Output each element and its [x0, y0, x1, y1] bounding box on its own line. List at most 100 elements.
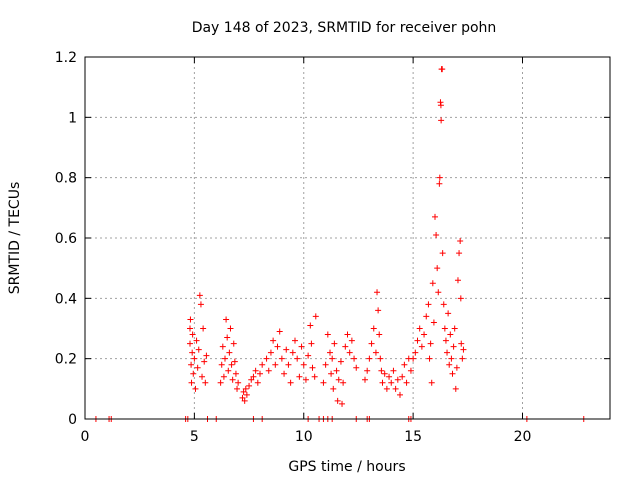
data-point [379, 379, 386, 386]
data-point [230, 340, 237, 347]
data-point [248, 376, 255, 383]
chart-title: Day 148 of 2023, SRMTID for receiver poh… [192, 20, 497, 36]
data-point [202, 379, 209, 386]
data-point [246, 382, 253, 389]
data-point [298, 343, 305, 350]
data-point [372, 349, 379, 356]
data-point [250, 373, 257, 380]
y-tick-label: 1.2 [55, 50, 77, 66]
data-point [196, 292, 203, 299]
data-point [200, 325, 207, 332]
x-axis-label: GPS time / hours [288, 459, 405, 475]
data-point [242, 385, 249, 392]
data-point [426, 355, 433, 362]
data-point [434, 265, 441, 272]
data-point [194, 364, 201, 371]
data-point [188, 379, 195, 386]
data-point [324, 331, 331, 338]
data-points [92, 66, 587, 422]
data-point [418, 343, 425, 350]
data-point [374, 289, 381, 296]
x-tick-label: 0 [81, 429, 90, 445]
data-point [234, 385, 241, 392]
data-point [407, 367, 414, 374]
data-point [394, 376, 401, 383]
data-point [239, 394, 246, 401]
data-point [410, 355, 417, 362]
data-point [449, 370, 456, 377]
data-point [381, 370, 388, 377]
axis-ticks: 0 0.2 0.4 0.6 0.8 1 1.2 0 5 10 15 20 [55, 50, 610, 445]
data-point [333, 367, 340, 374]
data-point [203, 352, 210, 359]
data-point [278, 355, 285, 362]
data-point [322, 361, 329, 368]
data-point [187, 316, 194, 323]
data-point [226, 349, 233, 356]
data-point [300, 361, 307, 368]
data-point [220, 373, 227, 380]
data-point [232, 370, 239, 377]
data-point [189, 349, 196, 356]
data-point [219, 343, 226, 350]
data-point [433, 231, 440, 238]
data-point [339, 400, 346, 407]
data-point [227, 325, 234, 332]
data-point [270, 337, 277, 344]
data-point [337, 358, 344, 365]
data-point [378, 367, 385, 374]
data-point [283, 346, 290, 353]
data-point [217, 379, 224, 386]
data-point [439, 250, 446, 257]
data-point [329, 355, 336, 362]
y-tick-label: 0.2 [55, 352, 77, 368]
data-point [432, 213, 438, 220]
data-point [189, 331, 196, 338]
data-point [412, 349, 419, 356]
data-point [287, 379, 294, 386]
data-point [416, 325, 423, 332]
x-tick-label: 15 [404, 429, 422, 445]
data-point [192, 385, 199, 392]
data-point [254, 379, 261, 386]
data-point [445, 310, 452, 317]
data-point [459, 355, 466, 362]
data-point [302, 376, 309, 383]
data-point [425, 301, 432, 308]
data-point [276, 328, 283, 335]
data-point [229, 376, 236, 383]
data-point [450, 343, 457, 350]
data-point [309, 364, 316, 371]
data-point [342, 343, 349, 350]
data-point [191, 355, 198, 362]
data-point [457, 295, 464, 302]
data-point [448, 355, 455, 362]
data-point [458, 340, 465, 347]
data-point [348, 337, 355, 344]
data-point [187, 325, 193, 332]
y-tick-label: 0.4 [55, 291, 77, 307]
data-point [344, 331, 351, 338]
x-tick-label: 5 [190, 429, 199, 445]
data-point [218, 361, 225, 368]
data-point [456, 250, 463, 257]
data-point [437, 102, 444, 109]
data-point [442, 337, 449, 344]
data-point [435, 289, 442, 296]
data-point [222, 355, 228, 362]
data-point [423, 313, 430, 320]
data-point [193, 337, 200, 344]
data-point [265, 367, 272, 374]
data-point [436, 180, 443, 187]
data-point [327, 349, 333, 356]
data-point [292, 337, 298, 344]
data-point [296, 373, 303, 380]
data-point [294, 355, 301, 362]
data-point [428, 379, 435, 386]
data-point [430, 319, 437, 326]
data-point [272, 361, 279, 368]
data-point [252, 367, 259, 374]
data-point [235, 379, 242, 386]
data-point [414, 337, 421, 344]
data-point [289, 349, 296, 356]
